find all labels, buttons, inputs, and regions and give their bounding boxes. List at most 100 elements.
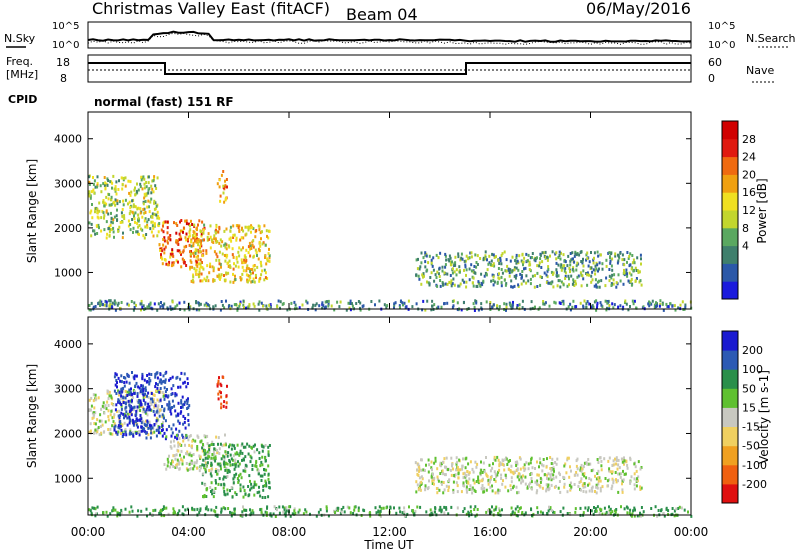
- power-cell: [185, 238, 188, 242]
- velocity-cell: [130, 505, 133, 509]
- power-cell: [600, 279, 603, 283]
- power-cell: [225, 178, 228, 181]
- velocity-cell: [226, 468, 229, 472]
- velocity-cell: [231, 463, 234, 467]
- power-cell: [619, 251, 622, 255]
- velocity-cell: [230, 457, 233, 461]
- velocity-cell: [107, 415, 110, 419]
- velocity-cell: [588, 482, 591, 486]
- power-cell: [327, 304, 330, 308]
- power-cell: [268, 229, 271, 233]
- power-cell: [458, 270, 461, 274]
- power-cell: [139, 211, 142, 215]
- power-cell: [595, 267, 598, 271]
- velocity-cell: [468, 477, 471, 481]
- velocity-cell: [570, 485, 573, 489]
- velocity-cell: [168, 378, 171, 382]
- velocity-cell: [152, 409, 155, 413]
- velocity-cell: [399, 510, 402, 514]
- power-cell: [562, 299, 565, 303]
- velocity-cell: [542, 458, 545, 461]
- velocity-cell: [236, 443, 239, 447]
- velocity-cell: [563, 485, 566, 489]
- power-cell: [571, 282, 574, 286]
- velocity-cell: [214, 487, 217, 490]
- power-ytick-label: 2000: [54, 222, 82, 235]
- velocity-cell: [218, 477, 221, 481]
- velocity-cell: [226, 492, 229, 496]
- power-cell: [422, 256, 425, 260]
- velocity-cell: [546, 457, 548, 461]
- power-cell: [115, 214, 118, 218]
- velocity-cell: [505, 476, 508, 480]
- power-cell: [132, 203, 135, 207]
- velocity-cell: [536, 489, 539, 493]
- velocity-cell: [115, 430, 118, 434]
- velocity-cell: [217, 436, 220, 440]
- power-cell: [146, 224, 149, 227]
- velocity-cell: [445, 456, 448, 460]
- power-cell: [529, 277, 532, 281]
- power-cell: [147, 175, 150, 179]
- velocity-cell: [203, 494, 206, 497]
- velocity-cell: [156, 411, 159, 415]
- velocity-cell: [161, 380, 164, 384]
- velocity-cell: [169, 465, 172, 469]
- velocity-cell: [172, 454, 175, 458]
- power-cell: [194, 251, 197, 255]
- velocity-cell: [113, 425, 116, 429]
- velocity-cell: [210, 508, 213, 512]
- velocity-cell: [592, 468, 595, 472]
- power-cell: [144, 225, 147, 229]
- velocity-cell: [434, 510, 436, 514]
- power-cell: [94, 232, 97, 236]
- velocity-cell: [100, 419, 103, 423]
- power-cell: [547, 268, 550, 271]
- power-cell: [139, 207, 142, 211]
- velocity-cell: [305, 510, 308, 514]
- velocity-cell: [210, 469, 213, 473]
- velocity-cell: [462, 457, 464, 461]
- power-cell: [146, 305, 149, 309]
- velocity-cell: [587, 506, 590, 510]
- power-cell: [463, 268, 465, 272]
- power-cell: [508, 271, 511, 275]
- velocity-cell: [168, 454, 170, 458]
- velocity-cell: [237, 480, 240, 484]
- power-cell: [112, 218, 115, 222]
- power-cell: [143, 186, 146, 190]
- power-cell: [500, 254, 503, 257]
- power-cell: [167, 263, 169, 267]
- power-cell: [626, 274, 629, 278]
- power-cell: [495, 255, 497, 259]
- power-cell: [647, 302, 650, 306]
- power-cell: [667, 305, 670, 309]
- figure-title: Christmas Valley East (fitACF): [92, 0, 330, 18]
- velocity-cell: [471, 491, 474, 495]
- velocity-cell: [240, 444, 243, 448]
- power-cell: [118, 225, 121, 229]
- power-cell: [189, 254, 192, 258]
- power-cell: [160, 228, 163, 232]
- x-tick-label: 00:00: [674, 525, 709, 539]
- x-tick-label: 20:00: [573, 525, 608, 539]
- velocity-cell: [660, 509, 662, 513]
- power-cell: [546, 258, 549, 262]
- velocity-cell: [530, 480, 533, 484]
- power-cell: [144, 211, 147, 214]
- power-cell: [229, 236, 232, 240]
- power-cell: [212, 306, 215, 310]
- velocity-cell: [590, 469, 593, 473]
- velocity-cell: [179, 377, 182, 381]
- power-cell: [209, 265, 212, 269]
- velocity-cell: [208, 444, 211, 448]
- velocity-cell: [443, 511, 446, 515]
- power-cell: [189, 265, 192, 269]
- velocity-cell: [149, 397, 152, 401]
- power-cell: [209, 224, 212, 228]
- power-cell: [268, 259, 271, 263]
- power-cell: [146, 205, 149, 209]
- velocity-cell: [117, 425, 120, 429]
- power-cell: [592, 305, 595, 309]
- velocity-cell: [183, 402, 186, 406]
